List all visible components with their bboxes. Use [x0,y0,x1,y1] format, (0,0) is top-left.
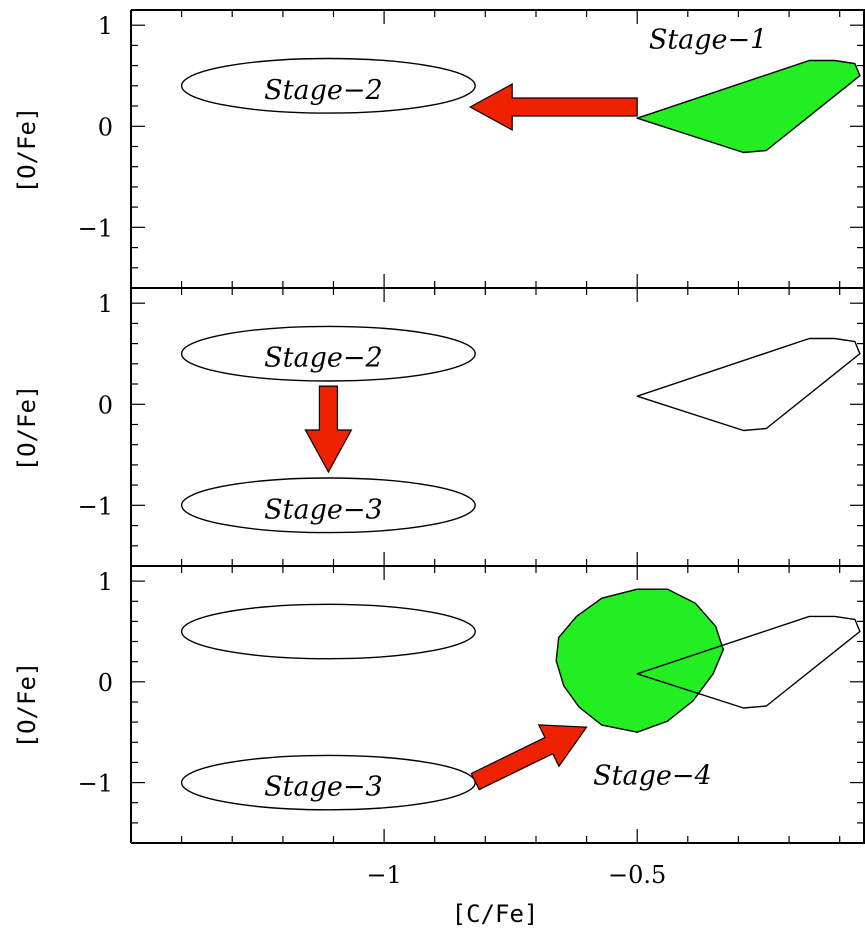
bottom-panel-stage-1-region-outline [636,615,861,709]
top-panel-stage-2-region [180,57,476,114]
middle-panel-stage-3-region-label: Stage−3 [264,494,383,525]
top-panel-stage-1-region [636,59,861,154]
bottom-panel-stage-3-region-label: Stage−3 [264,772,383,803]
top-panel-arrow-stage1-to-stage2 [468,82,638,132]
fill-layer [555,59,861,733]
x-tick-label: −0.5 [608,861,666,889]
top-panel-y-tick-label: 0 [98,113,113,141]
top-panel-y-tick-label: −1 [78,214,113,242]
y-axis-title-top: [O/Fe] [13,107,41,194]
x-axis-title: [C/Fe] [452,900,539,928]
bottom-panel-stage-4-region [555,588,724,733]
top-panel-stage-1-region-label: Stage−1 [649,24,768,55]
outline-layer [180,57,861,811]
middle-panel-y-tick-label: −1 [78,492,113,520]
bottom-panel-y-tick-label: −1 [78,770,113,798]
middle-panel-stage-1-region-outline [636,337,861,432]
y-axis-title-middle: [O/Fe] [13,385,41,472]
middle-panel-stage-2-region-label: Stage−2 [264,343,383,374]
text-layer: Stage−1 Stage−2 1 0 −1 Stage−2 Stage−3 1 0 −1 Stag… [78,12,768,889]
axes-layer [130,9,865,844]
y-axis-title-bottom: [O/Fe] [13,662,41,749]
bottom-panel-y-tick-label: 0 [98,669,113,697]
middle-panel-stage-3-region [180,477,476,534]
middle-panel-y-tick-label: 1 [98,290,113,318]
top-panel-y-tick-label: 1 [98,12,113,40]
tick-layer [131,10,864,843]
x-tick-label: −1 [366,861,401,889]
middle-panel-stage-2-region [180,325,476,382]
arrow-layer [304,82,638,791]
bottom-panel-stage-2-region-outline [180,603,476,660]
bottom-panel-y-tick-label: 1 [98,568,113,596]
bottom-panel-arrow-stage3-to-stage4 [470,724,588,791]
middle-panel-arrow-stage2-to-stage3 [304,385,353,474]
middle-panel-y-tick-label: 0 [98,391,113,419]
bottom-panel-stage-4-region-label: Stage−4 [593,761,712,792]
top-panel-stage-2-region-label: Stage−2 [264,75,383,106]
